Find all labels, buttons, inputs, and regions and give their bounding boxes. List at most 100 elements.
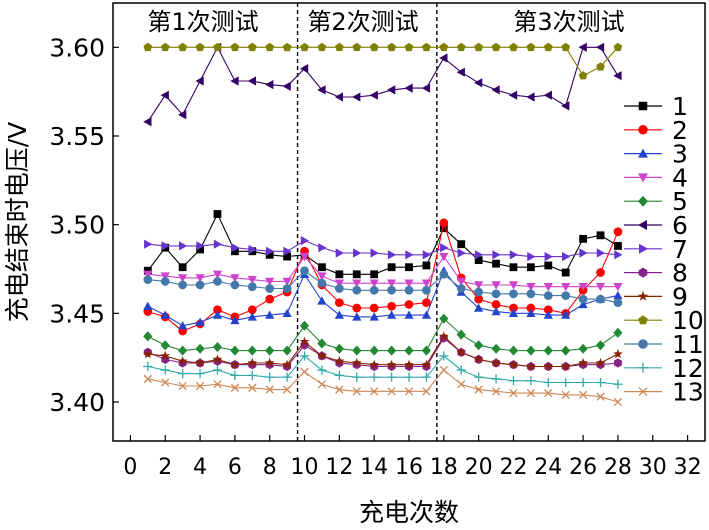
data-point-11: [213, 277, 222, 286]
data-point-1: [335, 270, 343, 278]
data-point-1: [544, 262, 552, 270]
legend-marker-7: [639, 244, 648, 254]
data-point-2: [370, 304, 379, 313]
data-point-2: [387, 302, 396, 311]
data-point-10: [231, 43, 240, 51]
data-point-11: [352, 286, 361, 295]
legend-label-13: 13: [672, 378, 704, 407]
data-point-3: [143, 302, 152, 310]
data-point-12: [143, 362, 152, 371]
data-point-6: [143, 117, 151, 126]
data-point-7: [597, 248, 605, 257]
data-point-12: [265, 373, 274, 382]
series-layer: [143, 43, 623, 406]
data-point-1: [527, 263, 535, 271]
y-tick-label: 3.40: [49, 388, 105, 417]
x-tick-label: 18: [430, 455, 458, 480]
data-point-1: [370, 270, 378, 278]
data-point-1: [510, 263, 518, 271]
data-point-10: [370, 43, 379, 51]
data-point-2: [352, 304, 361, 313]
data-point-6: [404, 84, 412, 93]
data-point-10: [143, 43, 152, 51]
data-point-6: [283, 82, 291, 91]
data-point-12: [335, 371, 344, 380]
x-tick-label: 30: [639, 455, 667, 480]
data-point-12: [387, 373, 396, 382]
x-tick-label: 8: [263, 455, 277, 480]
x-tick-label: 20: [465, 455, 493, 480]
data-point-5: [335, 344, 344, 354]
data-point-5: [509, 346, 518, 356]
data-point-7: [405, 250, 413, 259]
data-point-5: [248, 346, 257, 356]
legend-marker-6: [638, 220, 647, 230]
y-tick-label: 3.60: [49, 33, 105, 62]
data-point-5: [387, 346, 396, 356]
data-point-7: [458, 248, 466, 257]
data-point-8: [614, 358, 622, 367]
x-tick-label: 6: [228, 455, 242, 480]
data-point-1: [457, 240, 465, 248]
data-point-10: [300, 43, 309, 51]
data-point-5: [579, 344, 588, 354]
data-point-5: [370, 346, 379, 356]
data-point-6: [335, 92, 343, 101]
x-tick-label: 14: [360, 455, 388, 480]
data-point-1: [405, 263, 413, 271]
data-point-3: [283, 309, 292, 317]
x-tick-label: 28: [604, 455, 632, 480]
data-point-12: [161, 365, 170, 374]
data-point-7: [614, 250, 622, 259]
data-point-1: [179, 263, 187, 271]
data-point-6: [526, 92, 534, 101]
data-point-1: [318, 263, 326, 271]
data-point-7: [371, 248, 379, 257]
x-tick-label: 22: [499, 455, 527, 480]
data-point-13: [458, 381, 465, 388]
data-point-6: [370, 91, 378, 100]
data-point-11: [196, 281, 205, 290]
data-point-5: [196, 344, 205, 354]
legend-marker-8: [639, 268, 648, 278]
data-point-7: [301, 236, 309, 245]
data-point-2: [422, 298, 431, 307]
data-point-1: [579, 235, 587, 243]
data-point-1: [388, 263, 396, 271]
data-point-11: [370, 286, 379, 295]
legend-marker-9: [638, 291, 648, 301]
data-point-1: [597, 231, 605, 239]
data-point-10: [614, 43, 623, 51]
data-point-1: [562, 269, 570, 277]
data-point-13: [440, 366, 447, 373]
data-point-10: [196, 43, 205, 51]
data-point-10: [265, 43, 274, 51]
data-point-1: [614, 242, 622, 250]
data-point-7: [527, 252, 535, 261]
data-point-12: [544, 378, 553, 387]
data-point-11: [318, 279, 327, 288]
data-point-11: [161, 277, 170, 286]
data-point-6: [196, 76, 204, 85]
x-tick-label: 16: [395, 455, 423, 480]
data-point-12: [352, 373, 361, 382]
data-point-6: [492, 85, 500, 94]
x-tick-label: 4: [193, 455, 207, 480]
x-tick-label: 24: [534, 455, 562, 480]
data-point-12: [596, 378, 605, 387]
data-point-7: [318, 243, 326, 252]
data-point-10: [492, 43, 501, 51]
data-point-5: [283, 346, 292, 356]
data-point-3: [613, 291, 622, 299]
data-point-5: [596, 340, 605, 350]
data-point-6: [230, 76, 238, 85]
data-point-10: [544, 43, 553, 51]
legend-marker-5: [638, 196, 648, 207]
y-tick-label: 3.50: [49, 211, 105, 240]
axis-layer: 0 2 4 6 8 10 12 14 16 18 20 22 24 26 28 30 323.403.453.5…: [49, 33, 701, 480]
x-tick-label: 0: [123, 455, 137, 480]
data-point-12: [178, 369, 187, 378]
data-point-7: [388, 250, 396, 259]
